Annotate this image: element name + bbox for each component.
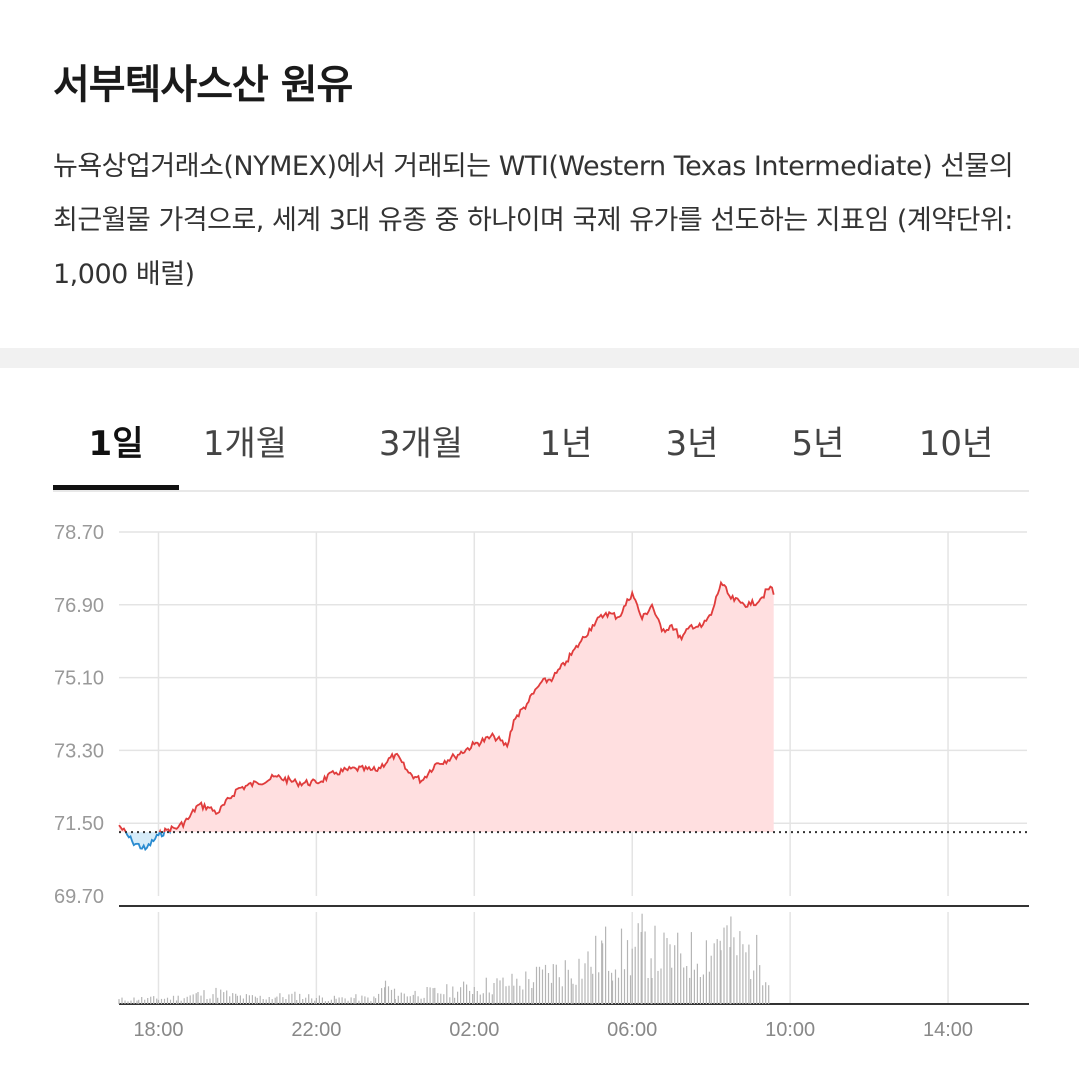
tab-5-year[interactable]: 5년 [791, 424, 845, 464]
x-tick-label: 06:00 [607, 1019, 657, 1041]
y-tick-label: 76.90 [54, 595, 104, 617]
tab-1-day[interactable]: 1일 [53, 400, 179, 490]
x-tick-label: 02:00 [449, 1019, 499, 1041]
y-tick-label: 75.10 [54, 668, 104, 690]
y-tick-label: 78.70 [54, 522, 104, 544]
x-tick-label: 14:00 [923, 1019, 973, 1041]
page-title: 서부텍사스산 원유 [53, 62, 353, 108]
x-tick-label: 10:00 [765, 1019, 815, 1041]
page-description: 뉴욕상업거래소(NYMEX)에서 거래되는 WTI(Western Texas … [53, 151, 1014, 290]
area-fill-up [119, 582, 774, 833]
section-divider [0, 348, 1079, 368]
y-tick-label: 69.70 [54, 886, 104, 908]
tab-1-year[interactable]: 1년 [539, 424, 593, 464]
x-tick-label: 18:00 [133, 1019, 183, 1041]
x-tick-label: 22:00 [291, 1019, 341, 1041]
y-tick-label: 71.50 [54, 813, 104, 835]
tab-3-year[interactable]: 3년 [665, 424, 719, 464]
price-line-up [118, 580, 775, 833]
y-tick-label: 73.30 [54, 740, 104, 762]
period-tabs: 1일 1개월 3개월 1년 3년 5년 10년 [53, 400, 1029, 492]
tab-3-month[interactable]: 3개월 [378, 424, 464, 464]
tab-1-month[interactable]: 1개월 [202, 424, 288, 464]
tab-10-year[interactable]: 10년 [918, 424, 994, 464]
